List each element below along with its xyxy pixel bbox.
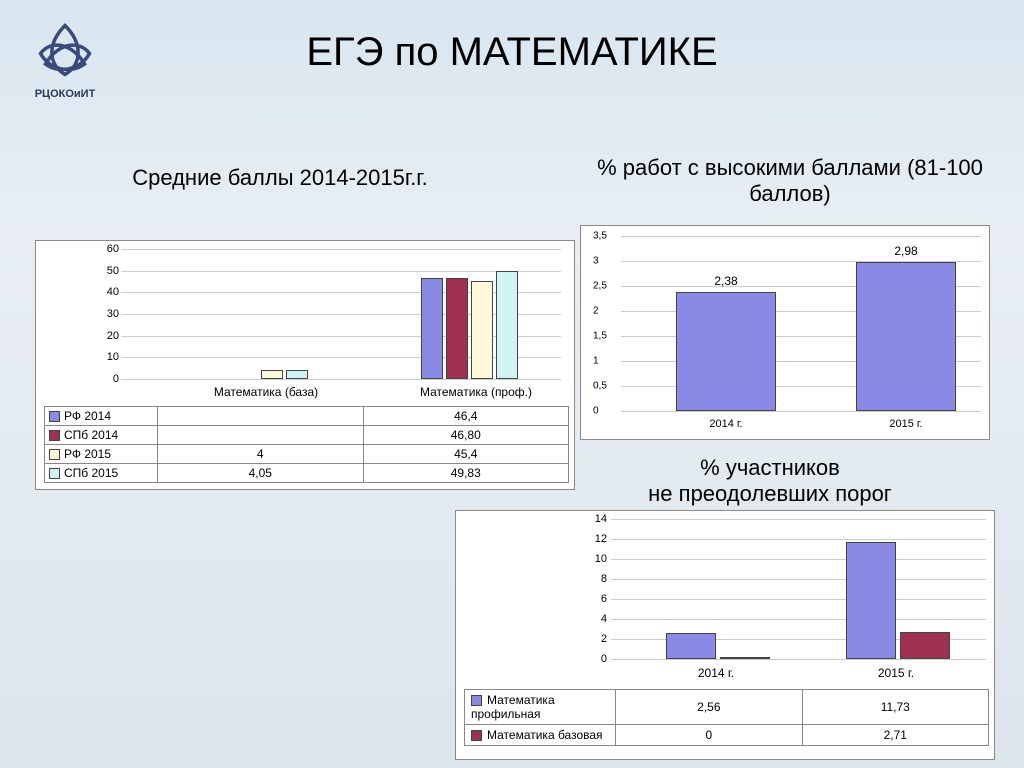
bar — [900, 632, 950, 659]
chart1-data-table: РФ 201446,4СПб 201446,80РФ 2015445,4СПб … — [44, 406, 569, 483]
x-axis-label: Математика (проф.) — [401, 385, 551, 399]
bar — [720, 657, 770, 659]
value-label: 2,98 — [881, 244, 931, 258]
x-axis-label: 2015 г. — [856, 418, 956, 430]
bar — [846, 542, 896, 659]
subtitle-avg-scores: Средние баллы 2014-2015г.г. — [80, 165, 480, 191]
bar — [666, 633, 716, 659]
triquetra-icon — [30, 15, 100, 85]
x-axis-label: Математика (база) — [191, 385, 341, 399]
bar — [676, 292, 776, 411]
chart-high-scores: 00,511,522,533,52,382014 г.2,982015 г. — [580, 225, 990, 440]
value-label: 2,38 — [701, 274, 751, 288]
subtitle-high-scores: % работ с высокими баллами (81-100 балло… — [580, 155, 1000, 207]
chart3-data-table: Математика профильная2,5611,73Математика… — [464, 689, 989, 746]
legend-row: Математика профильная2,5611,73 — [465, 690, 989, 725]
bar — [496, 271, 518, 379]
legend-row: РФ 201446,4 — [45, 407, 569, 426]
bar — [286, 370, 308, 379]
legend-row: СПб 20154,0549,83 — [45, 464, 569, 483]
chart-threshold: Математика профильная2,5611,73Математика… — [455, 510, 995, 760]
legend-row: РФ 2015445,4 — [45, 445, 569, 464]
logo: РЦОКОиИТ — [20, 15, 110, 100]
page-title: ЕГЭ по МАТЕМАТИКЕ — [0, 0, 1024, 75]
bar — [446, 278, 468, 379]
x-axis-label: 2014 г. — [656, 666, 776, 680]
logo-text: РЦОКОиИТ — [20, 88, 110, 100]
bar — [856, 262, 956, 411]
subtitle-threshold: % участниковне преодолевших порог — [580, 455, 960, 508]
bar — [261, 370, 283, 379]
x-axis-label: 2015 г. — [836, 666, 956, 680]
bar — [471, 281, 493, 379]
bar — [421, 278, 443, 379]
chart-avg-scores: 0102030405060 РФ 201446,4СПб 201446,80РФ… — [35, 240, 575, 490]
legend-row: СПб 201446,80 — [45, 426, 569, 445]
x-axis-label: 2014 г. — [676, 418, 776, 430]
legend-row: Математика базовая02,71 — [465, 725, 989, 746]
